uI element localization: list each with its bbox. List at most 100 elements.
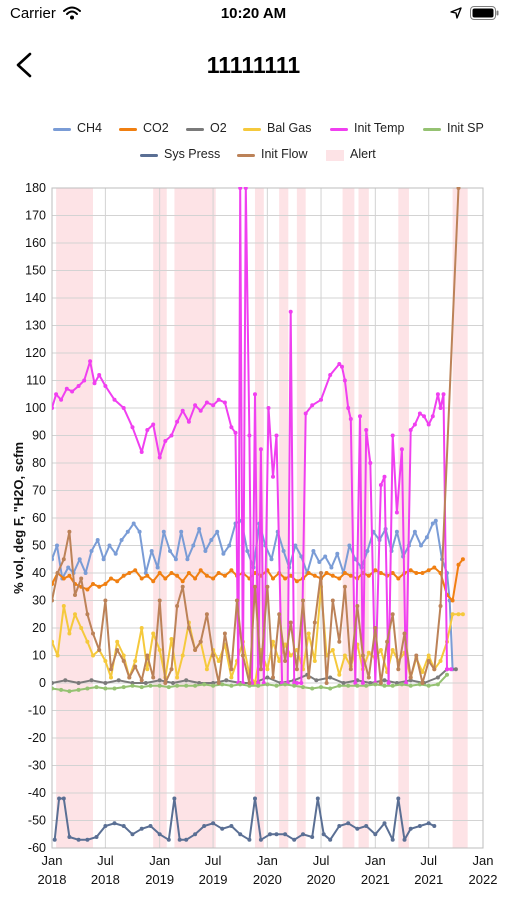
data-point-ch4 [90,549,94,553]
data-point-o2 [171,681,175,685]
data-point-init-flow [79,577,83,581]
data-point-init-flow [151,676,155,680]
data-point-co2 [409,568,413,572]
data-point-init-flow [181,585,185,589]
data-point-bal-gas [265,667,269,671]
data-point-ch4 [84,571,88,575]
legend-label: Init Flow [261,147,308,161]
data-point-init-flow [97,648,101,652]
x-tick-label: 2018 [38,872,67,887]
data-point-co2 [283,577,287,581]
legend-label: CH4 [77,121,102,135]
data-point-init-temp [310,403,314,407]
data-point-init-temp [361,681,365,685]
data-point-init-temp [439,406,443,410]
data-point-co2 [109,577,113,581]
x-tick-label: 2020 [253,872,282,887]
data-point-sys-press [238,832,242,836]
x-tick-label: 2019 [199,872,228,887]
data-point-init-flow [103,599,107,603]
data-point-ch4 [132,522,136,526]
data-point-bal-gas [109,676,113,680]
data-point-init-sp [85,687,89,691]
data-point-init-temp [140,450,144,454]
data-point-init-temp [391,434,395,438]
data-point-init-sp [131,684,135,688]
data-point-init-sp [337,684,341,688]
data-point-sys-press [103,824,107,828]
y-tick-label: -20 [28,731,46,745]
data-point-sys-press [53,838,57,842]
data-point-bal-gas [79,626,83,630]
x-tick-label: 2022 [469,872,498,887]
data-point-init-temp [59,398,63,402]
data-point-ch4 [395,530,399,534]
x-tick-label: Jul [313,853,330,868]
y-tick-label: 170 [25,209,46,223]
y-tick-label: 100 [25,401,46,415]
data-point-ch4 [197,527,201,531]
data-point-sys-press [432,824,436,828]
legend-swatch [243,128,261,131]
data-point-init-flow [367,676,371,680]
y-tick-label: -10 [28,704,46,718]
y-tick-label: -50 [28,814,46,828]
y-tick-label: 20 [32,621,46,635]
data-point-co2 [396,577,400,581]
data-point-o2 [265,676,269,680]
data-point-o2 [158,678,162,682]
data-point-ch4 [174,557,178,561]
data-point-init-sp [113,687,117,691]
data-point-init-temp [400,447,404,451]
data-point-init-flow [271,676,275,680]
data-point-ch4 [419,544,423,548]
data-point-init-temp [418,412,422,416]
data-point-co2 [140,577,144,581]
data-point-bal-gas [170,637,174,641]
data-point-init-flow [133,665,137,669]
data-point-ch4 [434,519,438,523]
data-point-init-sp [103,687,107,691]
data-point-init-flow [283,659,287,663]
data-point-sys-press [220,827,224,831]
data-point-init-temp [65,387,69,391]
data-point-sys-press [259,838,263,842]
data-point-init-flow [277,612,281,616]
data-point-sys-press [292,838,296,842]
y-tick-label: 120 [25,346,46,360]
data-point-init-flow [158,599,162,603]
data-point-init-sp [193,684,197,688]
data-point-ch4 [50,557,54,561]
data-point-sys-press [149,824,153,828]
data-point-init-flow [337,640,341,644]
data-point-init-flow [247,681,251,685]
data-point-init-sp [67,689,71,693]
data-point-bal-gas [451,612,455,616]
legend-swatch [423,128,441,131]
data-point-ch4 [323,555,327,559]
data-point-init-temp [175,420,179,424]
data-point-sys-press [95,835,99,839]
data-point-init-temp [205,401,209,405]
data-point-ch4 [185,557,189,561]
data-point-sys-press [328,838,332,842]
data-point-init-temp [445,667,449,671]
x-tick-label: Jan [42,853,63,868]
data-point-co2 [170,571,174,575]
data-point-init-flow [265,585,269,589]
data-point-sys-press [283,832,287,836]
data-point-init-temp [449,667,453,671]
data-point-init-temp [170,434,174,438]
data-point-init-sp [158,684,162,688]
data-point-ch4 [162,530,166,534]
data-point-co2 [205,574,209,578]
data-point-co2 [229,568,233,572]
data-point-bal-gas [151,632,155,636]
data-point-init-flow [170,667,174,671]
data-point-sys-press [131,832,135,836]
data-point-bal-gas [461,612,465,616]
data-point-co2 [91,582,95,586]
legend-swatch [186,128,204,131]
legend-swatch [330,128,348,131]
data-point-init-sp [292,684,296,688]
